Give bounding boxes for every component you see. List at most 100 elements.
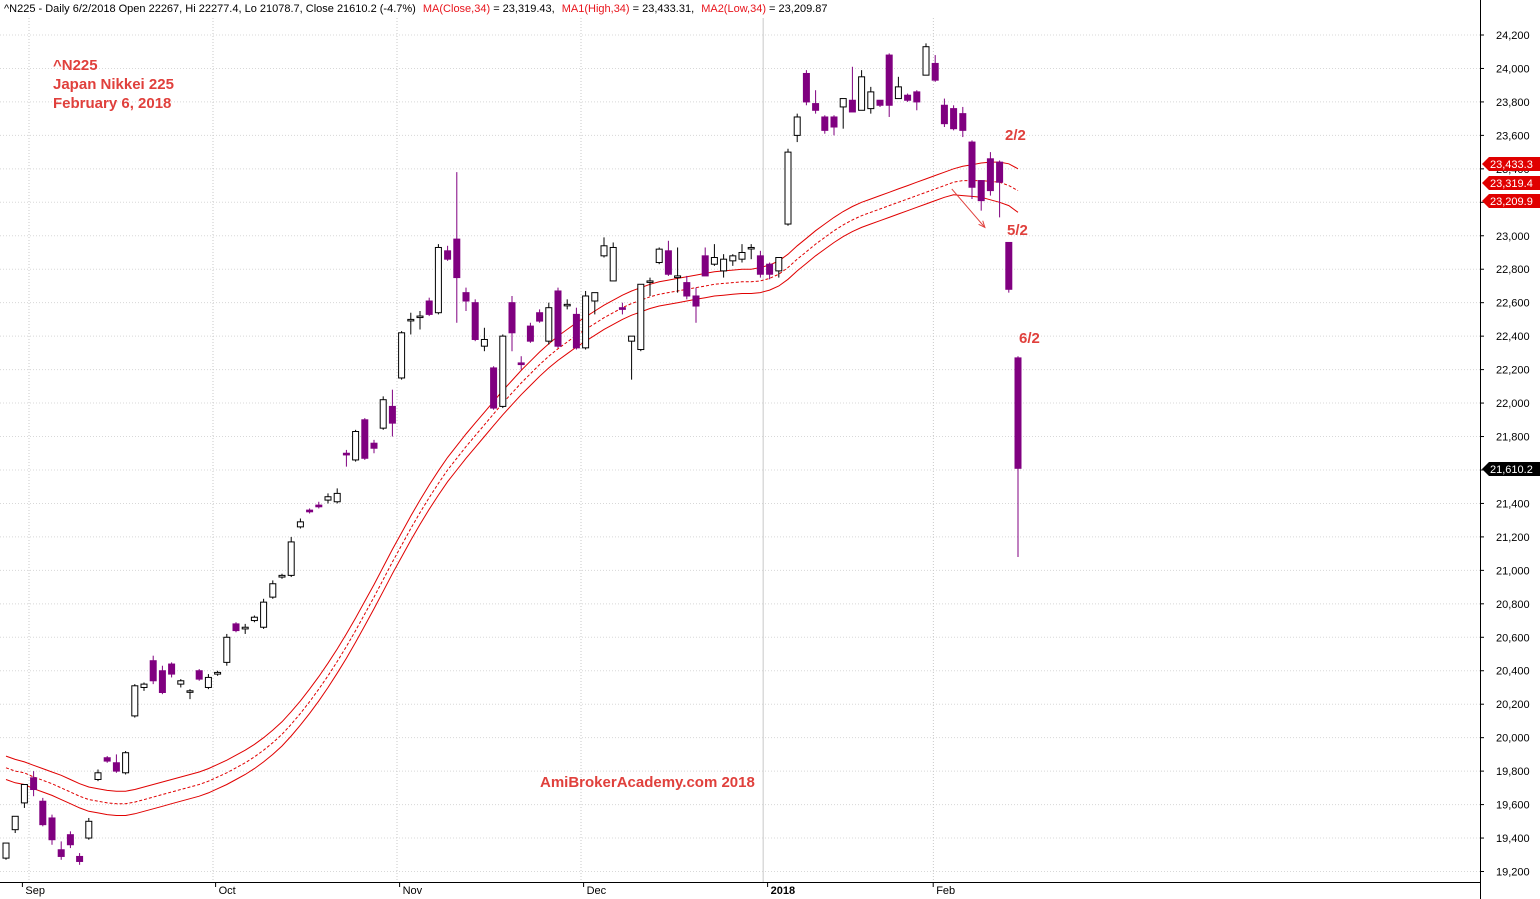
candle-4 [39, 797, 47, 827]
candle-body-39 [361, 419, 369, 459]
candle-body-55 [508, 302, 516, 334]
header-ma-high-value: = 23,433.31, [630, 3, 695, 15]
candle-44 [407, 312, 415, 335]
candle-body-86 [793, 116, 801, 136]
candle-9 [85, 817, 93, 840]
candle-body-43 [398, 332, 406, 379]
y-tick-label-10: 21,200 [1496, 532, 1530, 544]
header-ma-close-label: MA(Close,34) [423, 3, 490, 15]
candle-body-34 [315, 504, 323, 508]
candle-body-61 [563, 303, 571, 307]
price-tag-label-3: 21,610.2 [1490, 464, 1533, 476]
candle-63 [582, 290, 590, 350]
candle-82 [756, 250, 764, 278]
candle-79 [729, 254, 737, 266]
y-tick-label-0: 19,200 [1496, 867, 1530, 879]
y-tick-label-19: 23,000 [1496, 231, 1530, 243]
candle-body-50 [462, 292, 470, 302]
candle-93 [858, 70, 866, 111]
price-tags: 23,433.3 23,319.4 23,209.9 21,610.2 [1482, 157, 1540, 476]
candle-body-91 [839, 98, 847, 108]
chart-title-date: February 6, 2018 [53, 95, 171, 112]
y-tick-label-8: 20,800 [1496, 599, 1530, 611]
y-tick-label-3: 19,800 [1496, 766, 1530, 778]
candle-body-102 [940, 104, 948, 125]
price-tag-box-3 [1482, 462, 1540, 476]
candle-body-56 [517, 362, 525, 366]
x-axis-ticks: Sep Oct Nov Dec 2018 Feb [21, 882, 955, 897]
candle-body-9 [85, 820, 93, 839]
candle-80 [738, 244, 746, 263]
candle-body-16 [149, 660, 157, 682]
candle-54 [499, 334, 507, 409]
candle-108 [996, 160, 1004, 218]
candle-107 [986, 152, 994, 196]
grid [0, 18, 1480, 882]
candle-105 [968, 140, 976, 199]
candle-body-80 [738, 251, 746, 260]
candle-52 [480, 327, 488, 352]
candle-36 [333, 488, 341, 504]
candle-body-49 [453, 238, 461, 279]
candle-77 [710, 244, 718, 266]
candle-30 [278, 573, 286, 579]
header-ma-low-label: MA2(Low,34) [701, 3, 766, 15]
y-tick-label-18: 22,800 [1496, 264, 1530, 276]
candle-body-79 [729, 255, 737, 262]
candle-24 [223, 633, 231, 666]
candle-body-83 [766, 263, 774, 275]
candle-body-62 [572, 313, 580, 349]
candle-45 [416, 311, 424, 330]
candle-61 [563, 299, 571, 310]
candle-body-7 [66, 834, 74, 846]
candle-body-98 [904, 94, 912, 101]
candle-body-25 [232, 623, 240, 632]
y-tick-label-11: 21,400 [1496, 498, 1530, 510]
candle-body-69 [637, 283, 645, 351]
candle-body-72 [664, 250, 672, 275]
candle-10 [94, 769, 102, 782]
candle-8 [76, 853, 84, 865]
price-tag-2: 23,209.9 [1482, 194, 1540, 208]
candle-7 [66, 831, 74, 849]
candle-96 [885, 53, 893, 117]
candle-body-68 [628, 335, 636, 342]
candle-body-18 [168, 663, 176, 675]
candle-body-108 [996, 161, 1004, 183]
candle-60 [554, 287, 562, 348]
candle-23 [214, 670, 222, 676]
trend-arrow-head [978, 220, 986, 229]
candle-27 [250, 615, 258, 623]
candle-body-41 [379, 399, 387, 429]
candle-12 [112, 754, 120, 773]
candle-21 [195, 669, 203, 681]
candle-33 [306, 508, 314, 514]
candle-body-15 [140, 683, 148, 688]
candle-body-74 [683, 282, 691, 297]
x-tick-label-0: Sep [25, 885, 45, 897]
price-tag-label-1: 23,319.4 [1490, 178, 1533, 190]
candle-body-27 [250, 616, 258, 622]
candle-22 [204, 674, 212, 690]
candle-body-70 [646, 280, 654, 283]
candle-body-19 [177, 680, 185, 685]
candle-6 [57, 841, 65, 860]
candle-body-45 [416, 315, 424, 319]
candle-body-73 [674, 275, 682, 279]
header-ma-close-value: = 23,319.43, [490, 3, 555, 15]
candle-body-5 [48, 817, 56, 841]
candle-48 [444, 245, 452, 261]
candle-body-57 [526, 325, 534, 342]
candle-body-105 [968, 141, 976, 188]
candle-87 [802, 70, 810, 106]
candle-body-109 [1005, 241, 1013, 290]
candle-body-52 [480, 338, 488, 347]
candle-71 [655, 247, 663, 265]
candle-body-99 [913, 91, 921, 103]
header-ma-high-label: MA1(High,34) [562, 3, 630, 15]
ma-close-line [5, 180, 1019, 805]
candle-body-100 [922, 46, 930, 76]
candle-90 [830, 115, 838, 136]
candles [2, 43, 1022, 865]
